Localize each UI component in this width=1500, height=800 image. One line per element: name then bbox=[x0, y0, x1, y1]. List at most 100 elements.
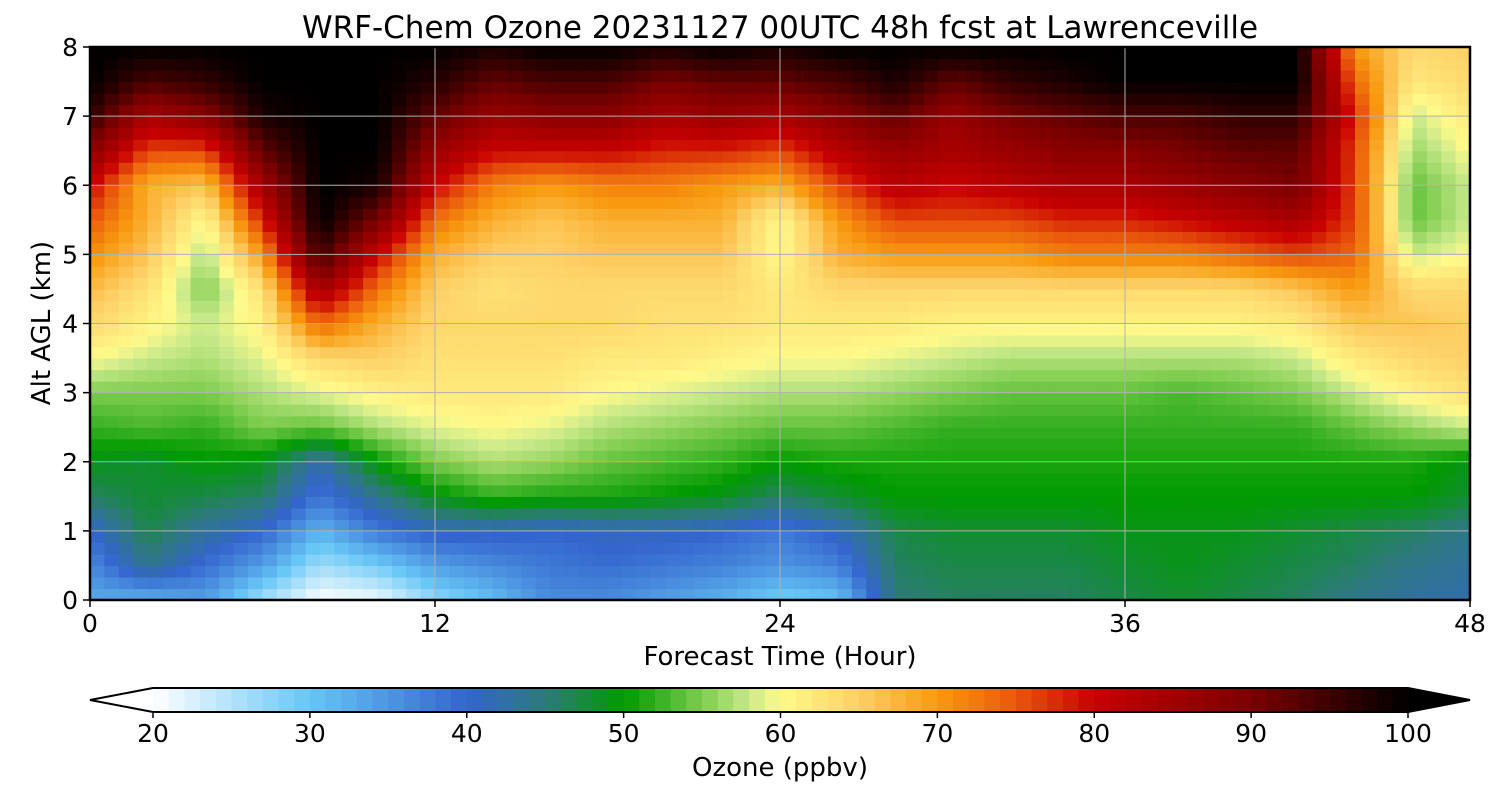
heatmap-cell bbox=[1254, 173, 1270, 186]
heatmap-cell bbox=[981, 231, 997, 244]
heatmap-cell bbox=[1153, 415, 1169, 428]
heatmap-cell bbox=[161, 576, 177, 590]
heatmap-cell bbox=[636, 208, 652, 221]
heatmap-cell bbox=[708, 58, 724, 71]
heatmap-cell bbox=[334, 496, 350, 509]
heatmap-cell bbox=[593, 576, 609, 590]
heatmap-cell bbox=[1211, 576, 1227, 590]
heatmap-cell bbox=[1412, 185, 1428, 198]
heatmap-cell bbox=[348, 438, 364, 451]
heatmap-cell bbox=[1038, 404, 1054, 417]
heatmap-cell bbox=[952, 473, 968, 486]
heatmap-cell bbox=[305, 588, 321, 600]
heatmap-cell bbox=[780, 127, 795, 140]
heatmap-cell bbox=[1024, 242, 1040, 255]
heatmap-cell bbox=[1369, 300, 1385, 313]
heatmap-cell bbox=[1398, 70, 1414, 83]
heatmap-cell bbox=[449, 150, 465, 163]
colorbar-segment bbox=[827, 688, 844, 712]
heatmap-cell bbox=[147, 461, 163, 474]
heatmap-cell bbox=[1398, 461, 1414, 474]
heatmap-cell bbox=[722, 473, 738, 486]
heatmap-cell bbox=[693, 162, 709, 175]
heatmap-cell bbox=[1067, 185, 1083, 198]
heatmap-cell bbox=[406, 116, 422, 129]
heatmap-cell bbox=[607, 553, 623, 567]
heatmap-cell bbox=[190, 311, 206, 325]
heatmap-cell bbox=[1326, 219, 1342, 232]
heatmap-cell bbox=[161, 81, 177, 94]
heatmap-cell bbox=[1225, 381, 1241, 394]
heatmap-cell bbox=[104, 311, 120, 325]
heatmap-cell bbox=[1211, 588, 1227, 600]
heatmap-cell bbox=[1225, 461, 1241, 474]
heatmap-cell bbox=[1139, 311, 1155, 325]
heatmap-cell bbox=[1297, 588, 1313, 600]
colorbar-segment bbox=[890, 688, 907, 712]
heatmap-cell bbox=[248, 496, 264, 509]
heatmap-cell bbox=[233, 311, 249, 325]
heatmap-cell bbox=[1168, 496, 1184, 509]
heatmap-cell bbox=[1355, 185, 1370, 198]
heatmap-cell bbox=[420, 70, 436, 83]
heatmap-cell bbox=[506, 196, 522, 209]
heatmap-cell bbox=[535, 277, 551, 290]
heatmap-cell bbox=[1024, 208, 1040, 221]
heatmap-cell bbox=[851, 150, 867, 163]
heatmap-cell bbox=[435, 542, 450, 555]
heatmap-cell bbox=[276, 311, 292, 325]
heatmap-cell bbox=[248, 450, 264, 463]
heatmap-cell bbox=[837, 588, 853, 600]
heatmap-cell bbox=[751, 542, 767, 555]
heatmap-cell bbox=[1211, 185, 1227, 198]
heatmap-cell bbox=[104, 565, 120, 578]
heatmap-cell bbox=[550, 254, 565, 267]
heatmap-cell bbox=[1038, 450, 1054, 463]
heatmap-cell bbox=[1038, 461, 1054, 474]
heatmap-cell bbox=[1311, 185, 1327, 198]
heatmap-cell bbox=[679, 415, 695, 428]
heatmap-cell bbox=[895, 116, 910, 129]
heatmap-cell bbox=[104, 277, 120, 290]
heatmap-cell bbox=[736, 553, 752, 567]
heatmap-cell bbox=[1168, 473, 1184, 486]
heatmap-cell bbox=[1067, 127, 1083, 140]
heatmap-cell bbox=[808, 484, 824, 497]
heatmap-cell bbox=[808, 104, 824, 117]
heatmap-cell bbox=[291, 404, 307, 417]
heatmap-cell bbox=[1168, 335, 1184, 348]
heatmap-cell bbox=[1283, 473, 1299, 486]
heatmap-cell bbox=[435, 369, 450, 382]
heatmap-cell bbox=[1369, 93, 1385, 106]
heatmap-cell bbox=[952, 231, 968, 244]
heatmap-cell bbox=[133, 519, 149, 532]
heatmap-cell bbox=[1398, 93, 1414, 106]
heatmap-cell bbox=[449, 265, 465, 279]
heatmap-cell bbox=[1081, 323, 1097, 336]
heatmap-cell bbox=[1010, 265, 1025, 279]
heatmap-cell bbox=[1081, 530, 1097, 543]
heatmap-cell bbox=[463, 588, 479, 600]
heatmap-cell bbox=[1240, 288, 1255, 302]
heatmap-cell bbox=[118, 427, 134, 440]
heatmap-cell bbox=[320, 254, 335, 267]
heatmap-cell bbox=[133, 208, 149, 221]
heatmap-cell bbox=[1110, 346, 1126, 359]
heatmap-cell bbox=[219, 438, 235, 451]
heatmap-cell bbox=[1096, 58, 1112, 71]
heatmap-cell bbox=[1010, 507, 1025, 520]
heatmap-cell bbox=[1441, 404, 1457, 417]
heatmap-cell bbox=[305, 288, 321, 302]
heatmap-cell bbox=[420, 496, 436, 509]
heatmap-cell bbox=[348, 231, 364, 244]
heatmap-cell bbox=[1240, 450, 1255, 463]
heatmap-cell bbox=[1398, 116, 1414, 129]
heatmap-cell bbox=[1297, 415, 1313, 428]
heatmap-cell bbox=[1240, 116, 1255, 129]
heatmap-cell bbox=[1455, 81, 1470, 94]
heatmap-cell bbox=[1038, 139, 1054, 152]
heatmap-cell bbox=[708, 427, 724, 440]
heatmap-cell bbox=[1268, 358, 1284, 371]
heatmap-cell bbox=[176, 392, 192, 405]
heatmap-cell bbox=[1038, 588, 1054, 600]
